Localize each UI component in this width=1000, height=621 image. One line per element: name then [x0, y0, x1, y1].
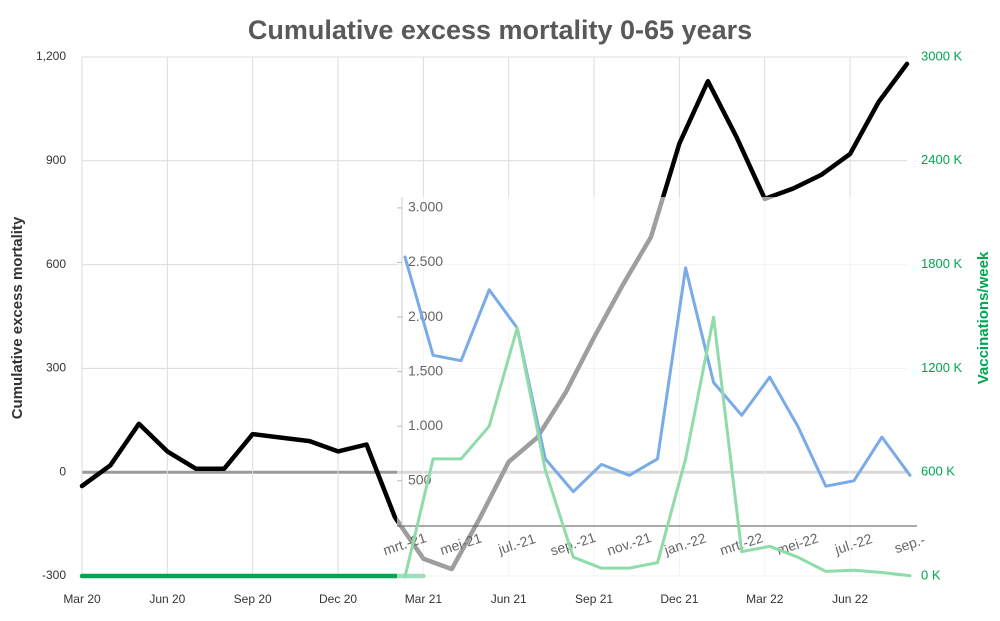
y-axis-label: Cumulative excess mortality — [9, 216, 26, 419]
chart-title: Cumulative excess mortality 0-65 years — [248, 15, 752, 45]
inset-background — [397, 197, 917, 579]
y2-tick-label: 1200 K — [921, 360, 963, 375]
x-tick-label: Mar 20 — [63, 592, 101, 606]
x-tick-label: Mar 21 — [405, 592, 443, 606]
y-tick-label: 0 — [59, 464, 66, 478]
data-line — [403, 255, 912, 494]
x-tick-label: Dec 20 — [319, 592, 357, 606]
y-tick-label: 1.500 — [408, 362, 443, 378]
x-tick-label: Jun 20 — [149, 592, 185, 606]
y-tick-label: 500 — [408, 471, 432, 487]
x-tick-label: Sep 21 — [575, 592, 613, 606]
data-line — [403, 315, 912, 579]
y2-tick-label: 600 K — [921, 464, 955, 479]
y-tick-label: 300 — [46, 361, 66, 375]
y-tick-label: 1.000 — [408, 417, 443, 433]
y-tick-label: 1,200 — [36, 49, 66, 63]
x-tick-label: Sep 20 — [234, 592, 272, 606]
x-tick-label: Jun 21 — [491, 592, 527, 606]
y2-tick-label: 2400 K — [921, 152, 963, 167]
y-tick-label: 900 — [46, 153, 66, 167]
x-tick-label: Dec 21 — [660, 592, 698, 606]
x-tick-label: Jun 22 — [832, 592, 868, 606]
y2-tick-label: 3000 K — [921, 48, 963, 63]
x-tick-label: Mar 22 — [746, 592, 784, 606]
y-tick-label: 2.500 — [408, 253, 443, 269]
y-tick-label: 3.000 — [408, 199, 443, 215]
y-tick-label: 600 — [46, 257, 66, 271]
y-tick-label: 2.000 — [408, 308, 443, 324]
y2-tick-label: 0 K — [921, 567, 941, 582]
y2-axis-label: Vaccinations/week — [975, 251, 992, 384]
y2-tick-label: 1800 K — [921, 256, 963, 271]
y-tick-label: -300 — [42, 568, 66, 582]
